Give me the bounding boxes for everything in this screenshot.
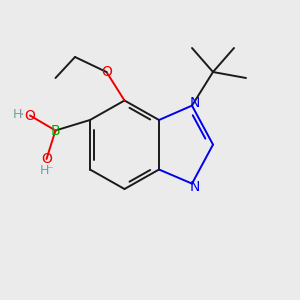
Text: N: N [190,180,200,194]
Text: B: B [51,124,60,137]
Text: N: N [190,96,200,110]
Text: O: O [41,152,52,166]
Text: O: O [25,109,35,122]
Text: H: H [39,164,49,177]
Text: ·: · [20,108,24,122]
Text: O: O [101,65,112,79]
Text: H: H [13,108,22,122]
Text: ⁻: ⁻ [46,164,53,177]
